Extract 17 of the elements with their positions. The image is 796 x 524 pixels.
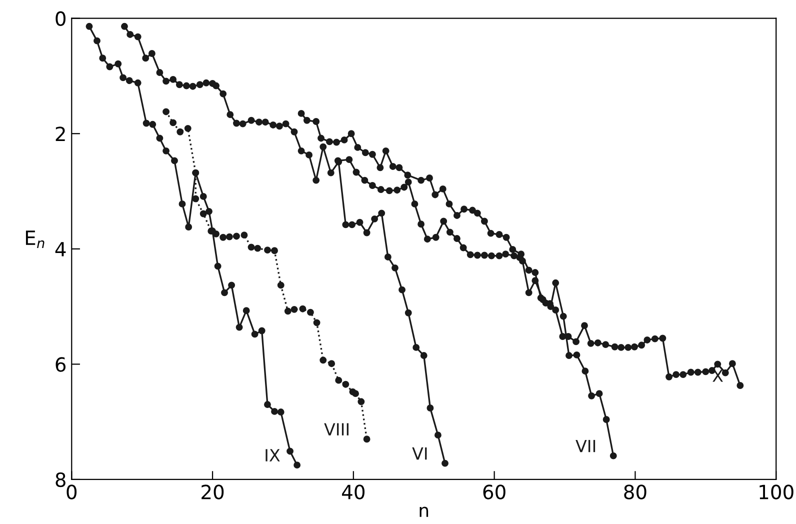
x-axis-title: n [420,506,428,517]
series-label: VIII [324,423,348,436]
y-tick-label: 2 [56,126,65,142]
y-tick-label: 0 [56,11,66,26]
y-tick-label: 4 [55,242,66,256]
series-label: VII [576,440,596,452]
y-axis-title: E$_{n}$ [26,230,44,248]
y-tick-label: 8 [56,472,66,488]
x-tick-label: 0 [66,484,77,500]
x-tick-label: 20 [202,484,224,500]
x-tick-label: 60 [483,484,506,500]
x-tick-label: 100 [760,484,794,500]
x-tick-label: 80 [624,484,646,500]
y-tick-label: 6 [56,357,66,372]
x-tick-label: 40 [342,484,365,500]
series-label: IX [266,449,280,462]
series-label: VI [412,447,427,460]
